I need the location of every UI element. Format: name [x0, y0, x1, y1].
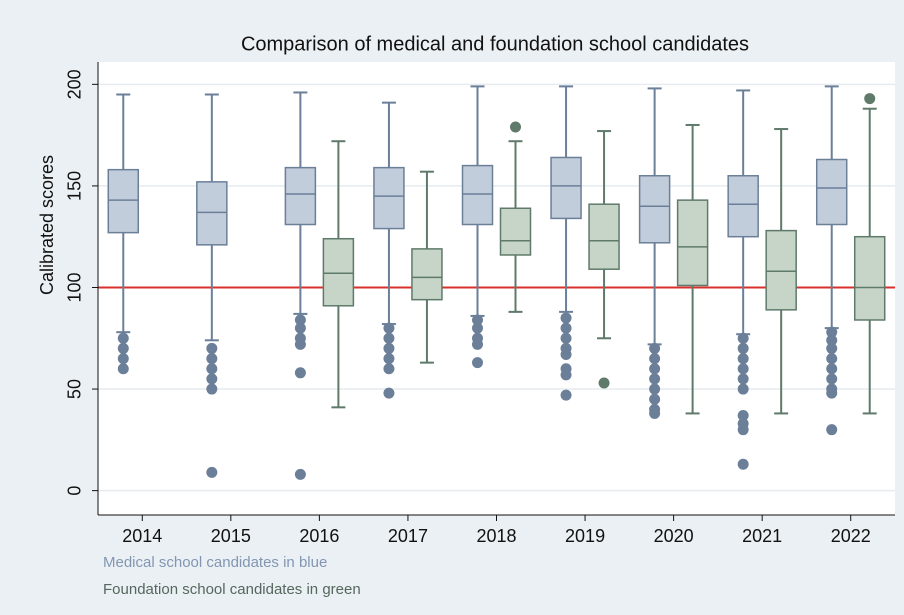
outlier	[383, 322, 395, 334]
outlier	[560, 332, 572, 344]
outlier	[737, 458, 749, 470]
box	[588, 203, 620, 270]
outlier	[737, 424, 749, 436]
outlier	[117, 342, 129, 354]
x-tick-label: 2022	[831, 526, 871, 546]
outlier	[560, 349, 572, 361]
outlier	[560, 369, 572, 381]
outlier	[649, 353, 661, 365]
box	[284, 166, 317, 226]
outlier	[206, 466, 218, 478]
outlier	[649, 393, 661, 405]
outlier	[737, 363, 749, 375]
box	[107, 168, 140, 234]
outlier	[294, 338, 306, 350]
outlier	[510, 121, 521, 133]
legend-note: Foundation school candidates in green	[103, 581, 361, 598]
outlier	[206, 353, 218, 365]
y-tick-label: 50	[65, 379, 85, 399]
outlier	[864, 93, 876, 105]
y-tick-label: 0	[65, 486, 85, 496]
outlier	[472, 314, 483, 326]
outlier	[826, 363, 838, 375]
x-tick-label: 2014	[122, 526, 162, 546]
box	[853, 235, 886, 321]
box	[550, 156, 582, 220]
y-tick-label: 200	[65, 69, 85, 99]
box	[638, 175, 671, 244]
legend-note: Medical school candidates in blue	[103, 554, 327, 571]
outlier	[737, 332, 749, 344]
chart-title: Comparison of medical and foundation sch…	[241, 33, 749, 55]
outlier	[206, 342, 218, 354]
outlier	[649, 363, 661, 375]
outlier	[206, 373, 218, 385]
outlier	[294, 468, 306, 480]
box	[499, 207, 532, 256]
outlier	[737, 342, 749, 354]
outlier	[737, 383, 749, 395]
outlier	[383, 353, 395, 365]
y-axis-label: Calibrated scores	[37, 155, 57, 295]
outlier	[383, 363, 395, 375]
outlier	[560, 322, 572, 334]
outlier	[117, 353, 129, 365]
x-tick-label: 2016	[299, 526, 339, 546]
x-tick-label: 2021	[742, 526, 782, 546]
outlier	[826, 387, 838, 399]
y-tick-label: 150	[65, 171, 85, 201]
x-tick-label: 2018	[476, 526, 516, 546]
outlier	[826, 353, 838, 365]
plot-area	[98, 62, 895, 515]
outlier	[826, 342, 838, 354]
box	[322, 237, 355, 307]
outlier	[737, 409, 749, 421]
x-tick-label: 2019	[565, 526, 605, 546]
outlier	[826, 326, 838, 338]
outlier	[294, 314, 306, 326]
outlier	[560, 312, 572, 324]
outlier	[649, 407, 661, 419]
box	[461, 164, 494, 226]
outlier	[649, 383, 661, 395]
y-tick-label: 100	[65, 272, 85, 302]
box	[676, 199, 709, 287]
outlier	[649, 373, 661, 385]
box	[765, 229, 797, 311]
box	[727, 175, 759, 238]
outlier	[826, 424, 838, 436]
outlier	[206, 383, 218, 395]
outlier	[737, 353, 749, 365]
box	[815, 158, 848, 226]
box	[373, 166, 405, 230]
outlier	[560, 389, 572, 401]
outlier	[294, 367, 306, 379]
x-tick-label: 2015	[211, 526, 251, 546]
outlier	[826, 334, 838, 346]
box	[196, 181, 228, 246]
outlier	[472, 322, 483, 334]
outlier	[383, 332, 395, 344]
outlier	[598, 377, 610, 389]
outlier	[737, 373, 749, 385]
outlier	[472, 338, 483, 350]
box	[411, 248, 443, 301]
outlier	[206, 363, 218, 375]
x-tick-label: 2020	[654, 526, 694, 546]
outlier	[117, 363, 129, 375]
outlier	[294, 322, 306, 334]
outlier	[649, 342, 661, 354]
outlier	[472, 357, 483, 369]
x-tick-label: 2017	[388, 526, 428, 546]
outlier	[117, 332, 129, 344]
outlier	[383, 342, 395, 354]
outlier	[826, 373, 838, 385]
outlier	[383, 387, 395, 399]
